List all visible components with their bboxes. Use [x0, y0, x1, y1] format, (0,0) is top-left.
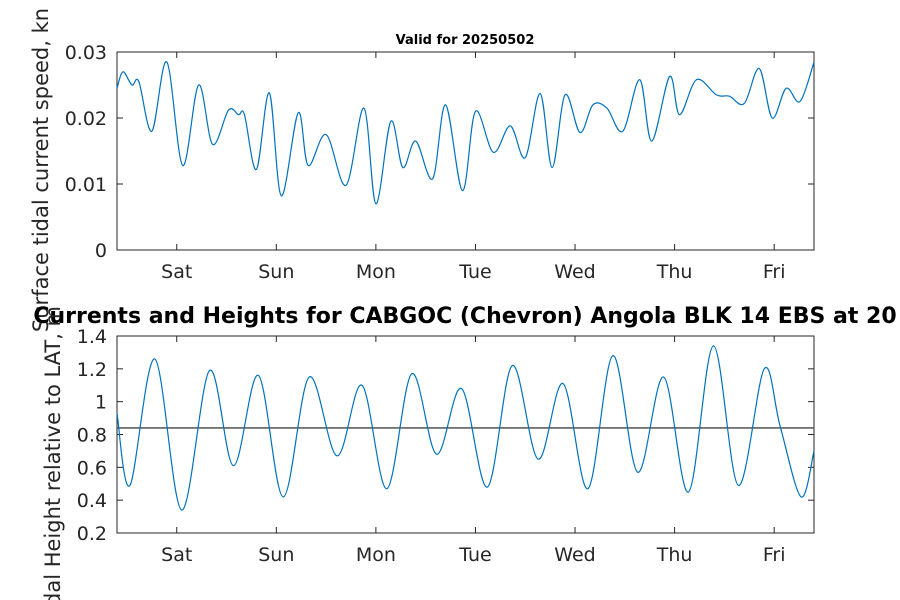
tidal-height-x-tick-label: Tue [458, 544, 491, 566]
tidal-height-y-tick-label: 1.4 [77, 326, 107, 348]
tidal-height-chart-title: Currents and Heights for CABGOC (Chevron… [33, 304, 896, 329]
tidal-height-y-tick-label: 0.8 [77, 425, 107, 447]
tidal-height-y-tick-label: 1 [95, 392, 107, 414]
tidal-height-y-tick-label: 1.2 [77, 359, 107, 381]
tidal-height-x-tick-label: Wed [554, 544, 595, 566]
tidal-height-plot-area [116, 335, 815, 534]
tidal-height-y-tick-label: 0.4 [77, 490, 107, 512]
tidal-height-x-tick-label: Sat [161, 544, 192, 566]
current-speed-x-tick-label: Thu [656, 261, 693, 283]
current-speed-ticks: 0 0.01 0.02 0.03 Sat Sun Mon Tue Wed Thu Fri [65, 42, 814, 283]
current-speed-panel: Valid for 20250502 Surface tidal current… [29, 8, 815, 332]
tidal-height-series-line [116, 345, 815, 511]
tidal-height-x-tick-label: Thu [656, 544, 693, 566]
tidal-height-x-tick-label: Fri [763, 544, 786, 566]
current-speed-series [116, 61, 815, 205]
tidal-height-panel: Currents and Heights for CABGOC (Chevron… [33, 304, 896, 600]
tidal-height-y-axis-label: Tidal Height relative to LAT, m [41, 306, 65, 600]
current-speed-chart-title: Valid for 20250502 [396, 33, 535, 48]
current-speed-y-tick-label: 0 [95, 240, 107, 262]
current-speed-x-tick-label: Tue [458, 261, 491, 283]
current-speed-x-tick-label: Sun [258, 261, 294, 283]
current-speed-x-tick-label: Fri [763, 261, 786, 283]
current-speed-plot-area [116, 51, 815, 251]
current-speed-y-tick-label: 0.01 [65, 174, 107, 196]
tidal-height-y-tick-label: 0.6 [77, 457, 107, 479]
tidal-height-x-tick-label: Mon [356, 544, 396, 566]
current-speed-x-tick-label: Mon [356, 261, 396, 283]
current-speed-x-tick-label: Wed [554, 261, 595, 283]
tidal-height-ticks: 0.2 0.4 0.6 0.8 1 1.2 1.4 Sat Sun Mon Tue Wed Thu Fri [77, 326, 814, 566]
tidal-height-series [116, 345, 815, 511]
tidal-height-x-tick-label: Sun [258, 544, 294, 566]
current-speed-y-tick-label: 0.03 [65, 42, 107, 64]
current-speed-series-line [116, 61, 815, 205]
tidal-height-y-tick-label: 0.2 [77, 523, 107, 545]
current-speed-y-tick-label: 0.02 [65, 108, 107, 130]
current-speed-y-axis-label: Surface tidal current speed, kn [29, 8, 53, 332]
current-speed-x-tick-label: Sat [161, 261, 192, 283]
